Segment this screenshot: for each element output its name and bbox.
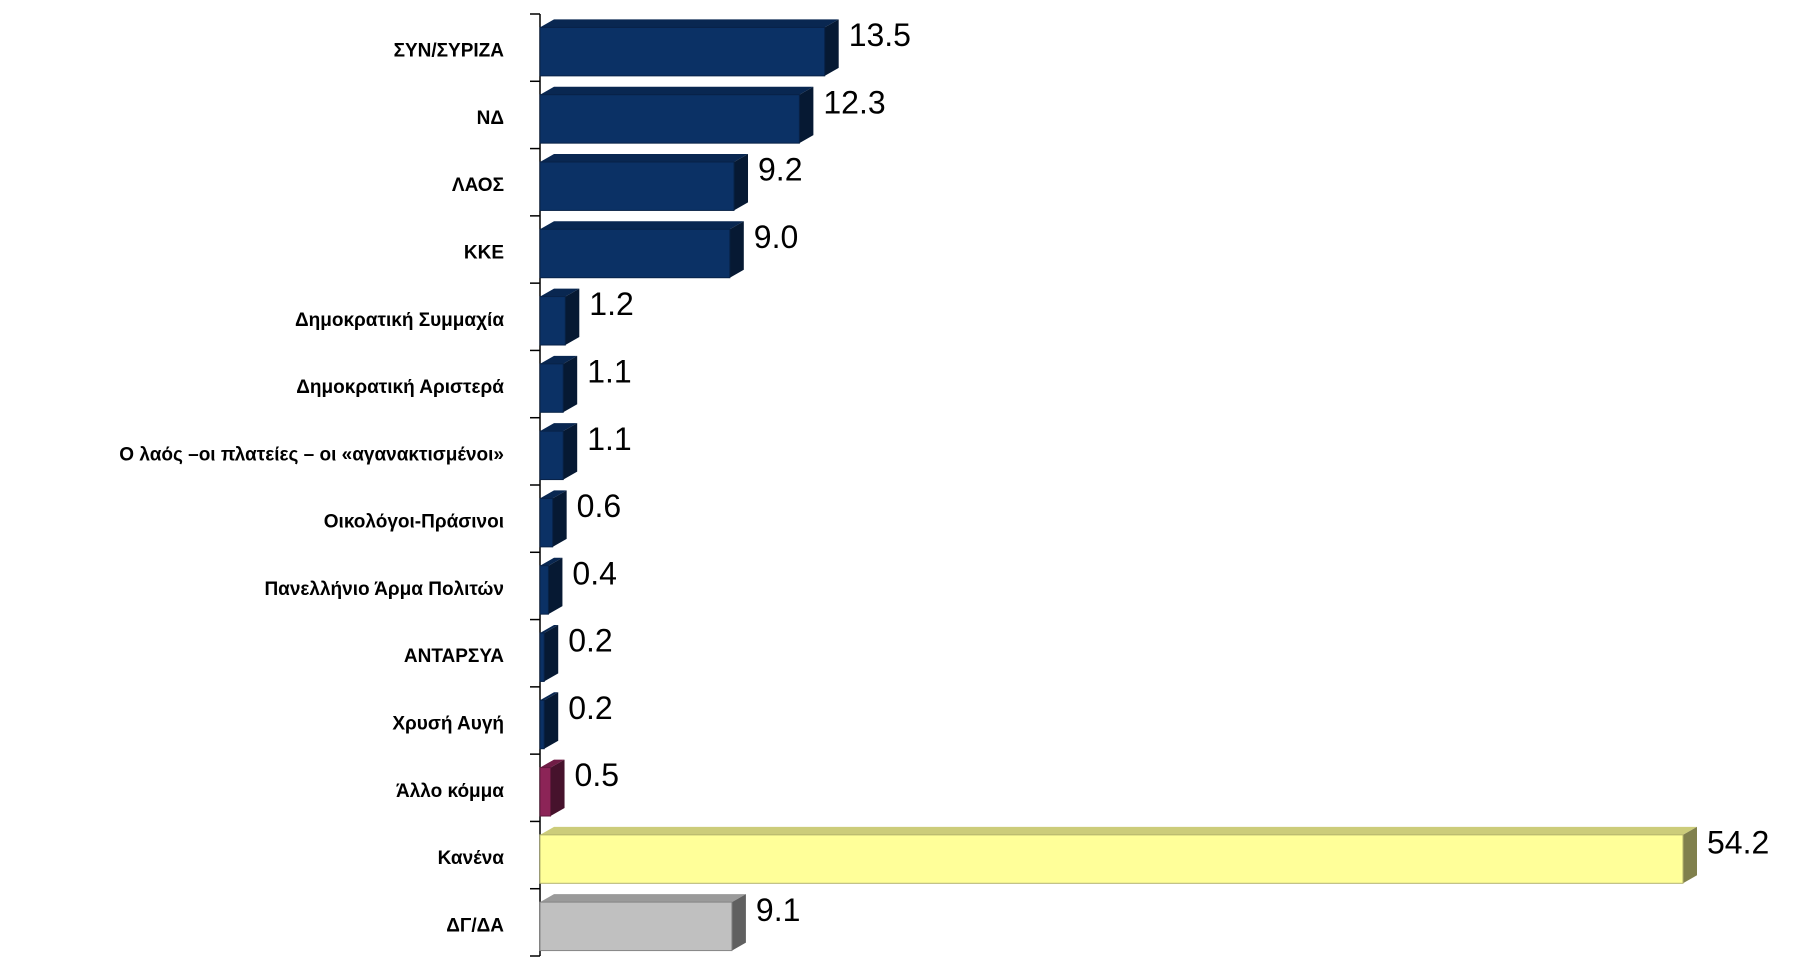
value-label: 9.2 [758, 152, 802, 188]
category-label: Ο λαός –οι πλατείες – οι «αγανακτισμένοι… [119, 444, 504, 465]
bar [539, 767, 552, 817]
bar-side [552, 490, 567, 547]
category-label: Πανελλήνιο Άρμα Πολιτών [264, 579, 504, 600]
value-label: 12.3 [823, 84, 885, 120]
value-label: 1.1 [587, 354, 631, 390]
bar-side [731, 894, 746, 951]
bar-top [540, 288, 580, 297]
bar-side [544, 692, 559, 749]
bar-top [540, 894, 746, 903]
bar-side [565, 288, 580, 346]
category-label: ΝΔ [477, 108, 504, 129]
value-label: 0.5 [575, 757, 619, 793]
value-label: 9.0 [754, 219, 798, 255]
bar-top [540, 221, 744, 230]
bar-side [563, 423, 578, 480]
value-label: 0.2 [568, 623, 612, 659]
bar-top [540, 624, 559, 633]
category-label: ΚΚΕ [464, 243, 504, 264]
category-label: Δημοκρατική Αριστερά [296, 377, 504, 398]
bar-side [734, 153, 749, 211]
bar [539, 497, 554, 548]
bar [539, 632, 545, 682]
bar-top [540, 153, 749, 162]
value-label: 13.5 [849, 17, 911, 53]
value-label: 1.1 [587, 421, 631, 457]
bar-side [824, 19, 839, 76]
value-label: 0.6 [577, 488, 621, 524]
bar-top [540, 19, 839, 28]
bar [539, 901, 733, 952]
category-label: ΣΥΝ/ΣΥΡΙΖΑ [394, 41, 505, 62]
value-label: 0.2 [568, 690, 612, 726]
bar [539, 430, 564, 481]
category-label: Άλλο κόμμα [396, 781, 504, 802]
category-label: ΔΓ/ΔΑ [446, 915, 504, 936]
category-label: Δημοκρατική Συμμαχία [295, 310, 504, 331]
bar-top [540, 557, 563, 566]
bar-side [550, 759, 565, 817]
bar [539, 565, 549, 615]
bar [539, 296, 566, 346]
category-label: Οικολόγοι-Πράσινοι [324, 512, 504, 533]
bar-side [548, 557, 563, 615]
value-label: 0.4 [572, 555, 616, 591]
bar-side [799, 86, 814, 144]
bar [539, 699, 545, 750]
category-label: ΛΑΟΣ [452, 175, 504, 196]
bar [539, 26, 826, 77]
bar-side [729, 221, 744, 278]
bar-top [540, 423, 578, 432]
bar-top [540, 759, 565, 768]
value-label: 9.1 [756, 892, 800, 928]
bar-top [540, 692, 559, 701]
bar-top [540, 86, 814, 95]
bar-top [540, 355, 578, 364]
bar-side [1683, 826, 1697, 884]
bar-side [544, 624, 559, 682]
category-label: Κανένα [438, 848, 505, 869]
bar [539, 94, 800, 144]
bar [539, 161, 735, 211]
value-label: 1.2 [589, 286, 633, 322]
bar [539, 363, 564, 413]
category-label: Χρυσή Αυγή [392, 714, 504, 735]
bar-top [540, 826, 1697, 835]
bar [539, 834, 1684, 884]
bar-top [540, 490, 567, 499]
bar [539, 228, 731, 279]
category-label: ΑΝΤΑΡΣΥΑ [404, 646, 504, 667]
value-label: 54.2 [1707, 825, 1769, 861]
bar-side [563, 355, 578, 413]
